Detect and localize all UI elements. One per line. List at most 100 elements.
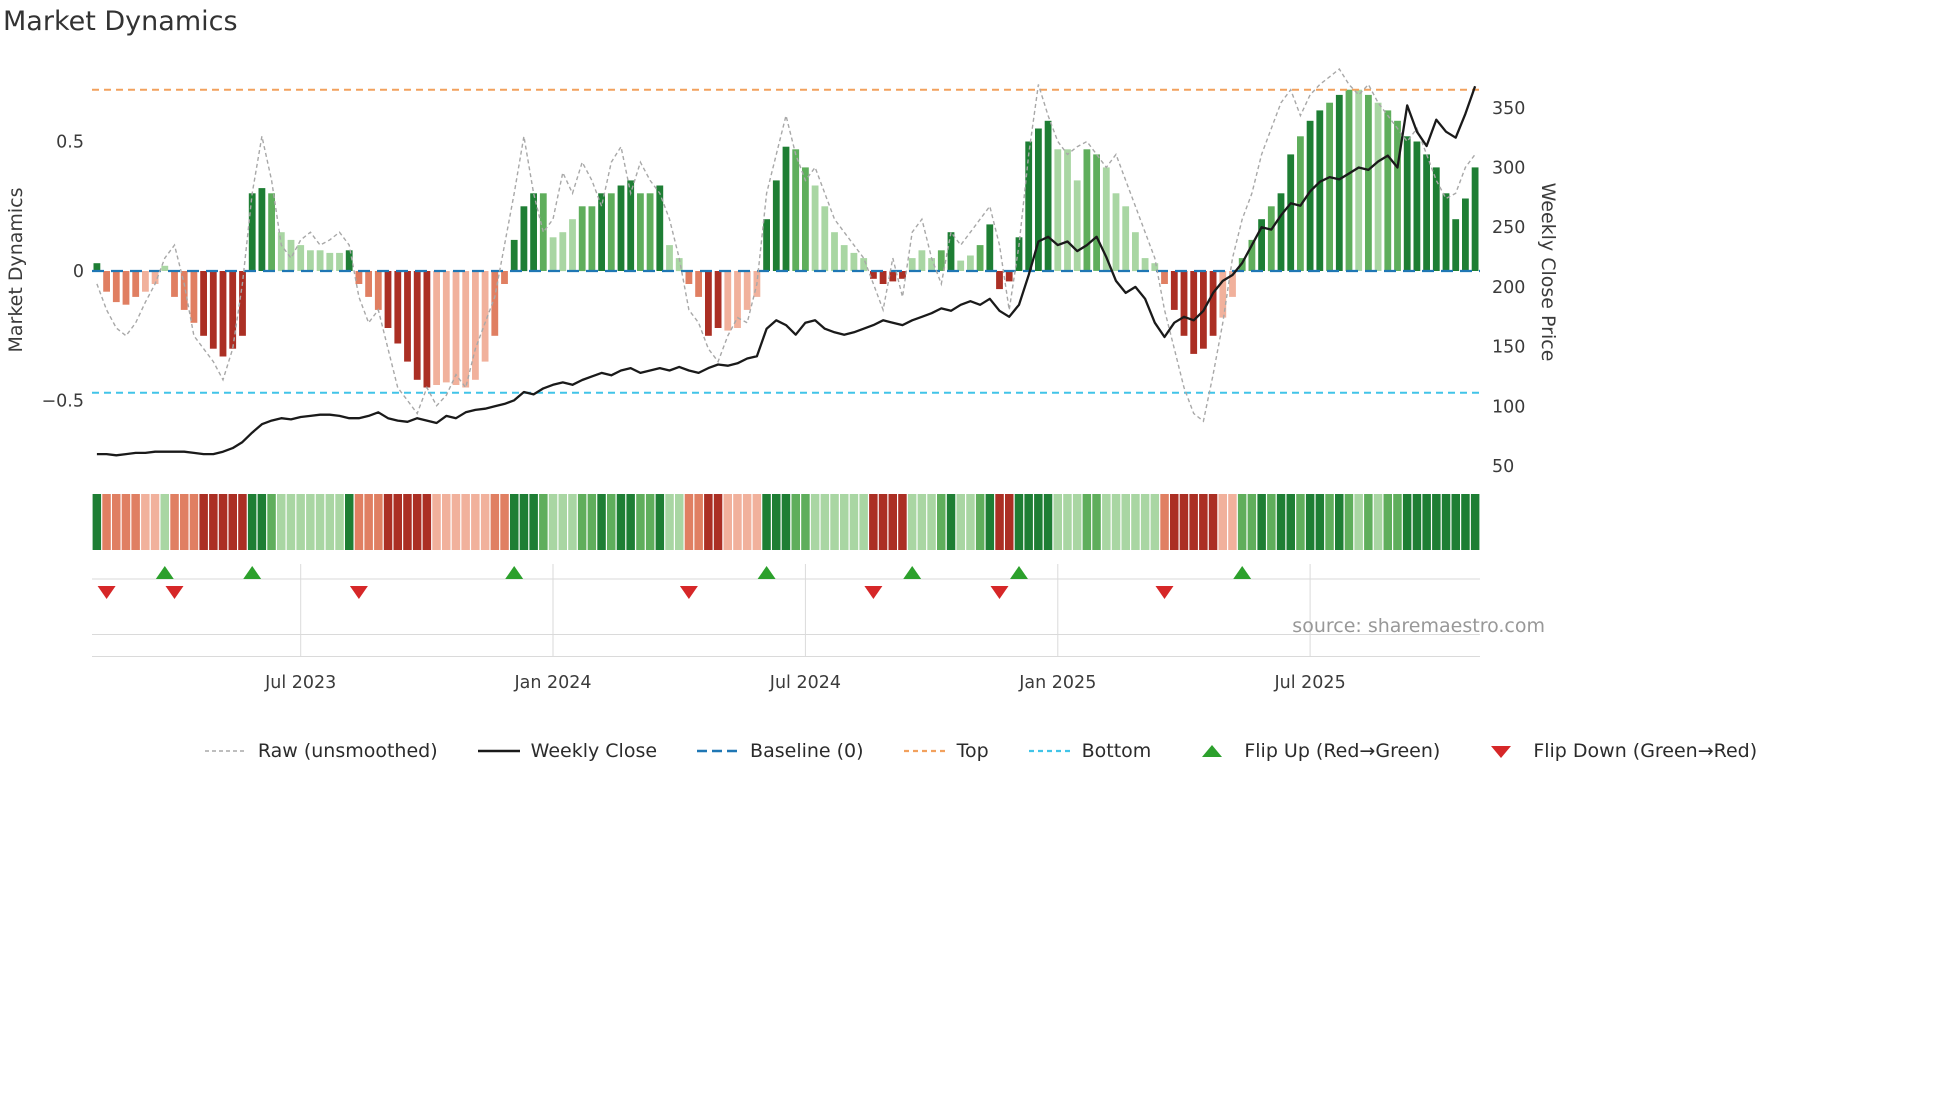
heat-cell xyxy=(471,494,480,550)
flip-down-markers xyxy=(97,586,1174,599)
dynamics-bar xyxy=(200,271,207,336)
heat-cell xyxy=(180,494,189,550)
dynamics-bar xyxy=(229,271,237,349)
legend-item-weekly-close: Weekly Close xyxy=(476,740,657,762)
heat-cell xyxy=(597,494,606,550)
heat-cell xyxy=(636,494,645,550)
flip-up-marker xyxy=(155,566,174,579)
dynamics-bar xyxy=(578,206,586,272)
flip-up-marker xyxy=(505,566,524,579)
heat-cell xyxy=(277,494,286,550)
heat-cell xyxy=(412,494,422,550)
heat-cell xyxy=(655,494,665,550)
heat-cell xyxy=(1160,494,1169,550)
heat-cell xyxy=(665,494,674,550)
heat-cell xyxy=(1179,494,1189,550)
heat-cell xyxy=(1150,494,1160,550)
dynamics-bar xyxy=(705,271,712,336)
right-tick-label: 200 xyxy=(1492,278,1525,298)
dynamics-bar xyxy=(1345,89,1353,271)
heat-cell xyxy=(1189,494,1198,550)
heat-cell xyxy=(1102,494,1111,550)
dynamics-bar xyxy=(763,219,770,271)
dynamics-bar xyxy=(404,271,411,362)
dynamics-bar xyxy=(1306,120,1314,271)
heat-cell xyxy=(1373,494,1383,550)
dynamics-bar xyxy=(724,271,732,331)
dynamics-bar xyxy=(539,193,547,271)
dynamics-bar xyxy=(899,271,906,279)
heat-cell xyxy=(510,494,519,550)
heat-cell xyxy=(1005,494,1014,550)
heat-cell xyxy=(888,494,897,550)
heat-cell xyxy=(1140,494,1150,550)
dynamics-bar xyxy=(831,232,838,272)
heat-cell xyxy=(577,494,587,550)
heat-cell xyxy=(403,494,412,550)
dynamics-bar xyxy=(840,245,848,271)
legend-item-label: Bottom xyxy=(1081,740,1152,762)
dynamics-bar xyxy=(1093,154,1100,271)
dynamics-bar xyxy=(947,232,955,272)
heat-cell xyxy=(335,494,344,550)
heat-cell xyxy=(345,494,354,550)
heat-cell xyxy=(869,494,878,550)
dynamics-bar xyxy=(569,219,576,271)
heat-cell xyxy=(995,494,1004,550)
heat-cell xyxy=(461,494,470,550)
dynamics-bar xyxy=(1141,258,1149,272)
dynamics-bar xyxy=(976,245,984,271)
dynamics-bar xyxy=(937,250,945,271)
dynamics-bar xyxy=(142,271,149,292)
dynamics-bar xyxy=(472,271,479,380)
heat-cell xyxy=(762,494,771,550)
heat-cell xyxy=(1344,494,1354,550)
flip-down-marker xyxy=(679,586,698,599)
heat-cell xyxy=(306,494,315,550)
dynamics-bar xyxy=(908,258,916,272)
heat-cell xyxy=(1441,494,1451,550)
heat-cell xyxy=(1121,494,1130,550)
dynamics-bar xyxy=(714,271,722,328)
dynamics-bar xyxy=(1170,271,1178,310)
left-tick-label: 0 xyxy=(73,262,84,282)
x-tick-label: Jan 2024 xyxy=(513,673,591,693)
left-tick-labels: 0.5 0 −0.5 xyxy=(42,133,85,412)
dynamics-bar xyxy=(627,180,635,271)
heat-cell xyxy=(878,494,888,550)
dynamics-bar xyxy=(1015,237,1023,271)
heat-cell xyxy=(607,494,616,550)
dynamics-bar xyxy=(1442,193,1450,271)
flip-up-marker xyxy=(243,566,262,579)
dynamics-bar xyxy=(112,271,120,303)
dynamics-bar xyxy=(355,271,363,284)
heat-cell xyxy=(742,494,752,550)
heat-cell xyxy=(898,494,907,550)
legend-item-label: Raw (unsmoothed) xyxy=(257,740,438,762)
dynamics-bar xyxy=(1219,271,1227,318)
dynamics-bar xyxy=(656,185,664,271)
heat-cell xyxy=(752,494,762,550)
dynamics-bar xyxy=(93,263,101,271)
dynamics-bar xyxy=(666,245,673,271)
dynamics-bar xyxy=(1054,149,1062,271)
dynamics-bar xyxy=(520,206,528,272)
heat-cell xyxy=(325,494,335,550)
flip-up-marker xyxy=(757,566,776,579)
heat-cell xyxy=(917,494,927,550)
heat-cell xyxy=(1199,494,1208,550)
heat-cell xyxy=(966,494,975,550)
x-tick-label: Jul 2025 xyxy=(1273,673,1345,693)
heat-cell xyxy=(257,494,267,550)
heat-cell xyxy=(927,494,936,550)
heat-cell xyxy=(772,494,781,550)
heat-cell xyxy=(519,494,529,550)
dynamics-bar xyxy=(967,255,974,271)
heat-cell xyxy=(1335,494,1344,550)
dynamics-bar xyxy=(103,271,110,292)
dynamics-bar xyxy=(1403,136,1411,271)
dynamics-bar xyxy=(433,271,440,385)
dynamics-bar xyxy=(1025,141,1033,271)
heat-cell xyxy=(1034,494,1043,550)
heat-cell xyxy=(626,494,635,550)
